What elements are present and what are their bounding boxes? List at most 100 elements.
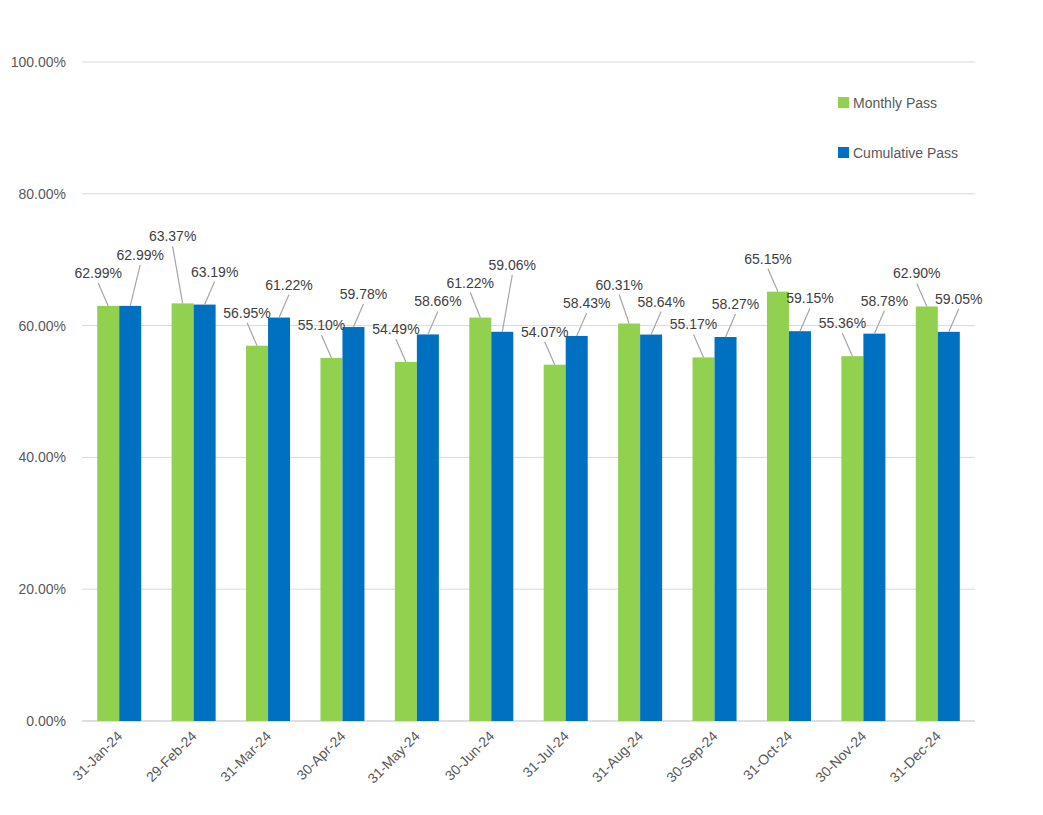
data-label: 58.27% — [712, 296, 759, 312]
leader-line — [205, 282, 215, 305]
leader-line — [353, 304, 363, 327]
leader-line — [428, 311, 438, 334]
leader-line — [874, 311, 884, 334]
legend-label: Monthly Pass — [853, 95, 937, 111]
data-label: 59.78% — [340, 286, 387, 302]
data-label: 62.90% — [893, 265, 940, 281]
leader-line — [842, 333, 852, 356]
data-label: 56.95% — [223, 305, 270, 321]
grid-line — [82, 721, 975, 722]
x-tick-label: 31-Mar-24 — [217, 728, 274, 785]
x-tick-label: 31-Jan-24 — [69, 728, 125, 784]
leader-line — [651, 312, 661, 335]
bar — [320, 358, 342, 721]
y-tick-label: 40.00% — [19, 449, 66, 465]
bar — [566, 336, 588, 721]
bar — [544, 365, 566, 721]
bar — [97, 306, 119, 721]
data-label: 58.64% — [637, 294, 684, 310]
bars — [97, 292, 960, 721]
leader-line — [321, 335, 331, 358]
leader-line — [396, 339, 406, 362]
x-tick-label: 31-May-24 — [364, 728, 423, 787]
legend: Monthly Pass Cumulative Pass — [838, 95, 958, 161]
leader-line — [470, 293, 480, 318]
x-tick-label: 31-Jul-24 — [519, 728, 572, 781]
grid-line — [82, 589, 975, 590]
bar — [640, 335, 662, 721]
grid-line — [82, 457, 975, 458]
y-axis: 0.00%20.00%40.00%60.00%80.00%100.00% — [11, 54, 975, 729]
leader-line — [726, 314, 736, 337]
leader-line — [545, 342, 555, 365]
leader-line — [917, 283, 927, 306]
data-labels: 62.99% 62.99% 63.37% 63.19% 56.95% 61.22% 55.1… — [74, 228, 982, 364]
leader-line — [173, 246, 183, 303]
bar — [767, 292, 789, 721]
data-label: 55.36% — [819, 315, 866, 331]
data-label: 54.49% — [372, 321, 419, 337]
data-label: 58.78% — [861, 293, 908, 309]
y-tick-label: 80.00% — [19, 186, 66, 202]
x-tick-label: 30-Jun-24 — [442, 728, 498, 784]
data-label: 61.22% — [447, 275, 494, 291]
data-label: 62.99% — [74, 265, 121, 281]
leader-line — [577, 313, 587, 336]
data-label: 63.37% — [149, 228, 196, 244]
legend-swatch — [838, 97, 849, 108]
legend-label: Cumulative Pass — [853, 145, 958, 161]
y-tick-label: 60.00% — [19, 318, 66, 334]
y-tick-label: 100.00% — [11, 54, 66, 70]
bar — [268, 318, 290, 721]
grid-line — [82, 193, 975, 194]
bar — [715, 337, 737, 721]
x-tick-label: 30-Nov-24 — [812, 728, 870, 786]
bar — [863, 334, 885, 721]
leader-line — [247, 323, 257, 346]
leader-line — [98, 283, 108, 306]
leader-line — [768, 269, 778, 292]
bar — [938, 332, 960, 721]
leader-line — [619, 295, 629, 324]
bar — [246, 346, 268, 721]
bar — [916, 306, 938, 721]
x-tick-label: 31-Aug-24 — [589, 728, 647, 786]
leader-line — [694, 334, 704, 357]
data-label: 59.15% — [786, 290, 833, 306]
bar — [342, 327, 364, 721]
data-label: 55.10% — [298, 317, 345, 333]
x-tick-label: 30-Sep-24 — [663, 728, 721, 786]
data-label: 63.19% — [191, 264, 238, 280]
data-label: 58.43% — [563, 295, 610, 311]
bar — [841, 356, 863, 721]
data-label: 59.05% — [935, 291, 982, 307]
x-axis: 31-Jan-24 29-Feb-24 31-Mar-24 30-Apr-24 31-M… — [69, 728, 944, 787]
chart: 0.00%20.00%40.00%60.00%80.00%100.00%31-J… — [0, 0, 1043, 815]
bar — [119, 306, 141, 721]
bar — [395, 362, 417, 721]
data-label: 61.22% — [265, 277, 312, 293]
bar — [469, 318, 491, 721]
data-label: 54.07% — [521, 324, 568, 340]
bar — [172, 303, 194, 721]
grid-line — [82, 62, 975, 63]
y-tick-label: 0.00% — [26, 713, 66, 729]
data-label: 60.31% — [595, 277, 642, 293]
legend-swatch — [838, 147, 849, 158]
x-tick-label: 29-Feb-24 — [143, 728, 200, 785]
data-label: 65.15% — [744, 251, 791, 267]
leader-line — [130, 265, 140, 306]
x-tick-label: 30-Apr-24 — [293, 728, 348, 783]
data-label: 55.17% — [670, 316, 717, 332]
data-label: 59.06% — [489, 257, 536, 273]
bar — [194, 305, 216, 721]
bar — [693, 357, 715, 721]
bar — [789, 331, 811, 721]
bar — [491, 332, 513, 721]
leader-line — [949, 309, 959, 332]
data-label: 58.66% — [414, 293, 461, 309]
data-label: 62.99% — [116, 247, 163, 263]
bar — [618, 324, 640, 721]
bar — [417, 334, 439, 721]
x-tick-label: 31-Dec-24 — [886, 728, 944, 786]
